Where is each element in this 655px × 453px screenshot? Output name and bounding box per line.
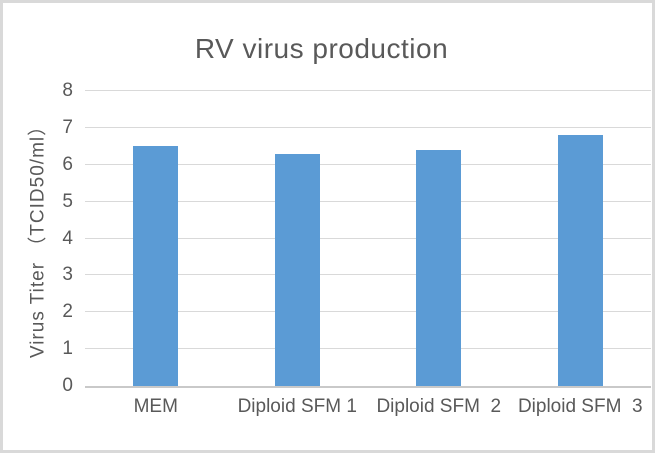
gridline [85,200,651,202]
y-tick-label: 4 [62,227,73,249]
x-axis-label: Diploid SFM 3 [517,396,643,417]
gridline [85,348,651,350]
y-tick-label: 3 [62,264,73,286]
y-axis-tick-labels: 0 1 2 3 4 5 6 7 8 [39,80,79,396]
bar-slot [510,91,652,386]
bar-slot [85,91,227,386]
y-tick-label: 2 [62,301,73,323]
bar-slot [368,91,510,386]
gridline [85,163,651,165]
gridline [85,90,651,91]
y-tick-label: 1 [62,338,73,360]
y-tick-label: 5 [62,190,73,212]
gridline [85,126,651,128]
y-tick-label: 6 [62,153,73,175]
y-tick-label: 7 [62,116,73,138]
x-axis-label: MEM [133,396,178,417]
x-axis-labels: MEM Diploid SFM 1 Diploid SFM 2 Diploid SFM… [85,396,651,418]
x-axis-label: Diploid SFM 1 [237,396,357,417]
bars [85,91,651,386]
plot-area [85,90,651,388]
y-tick-label: 0 [62,375,73,396]
bar [557,135,603,386]
gridline [85,237,651,239]
bar [133,146,179,386]
gridline [85,311,651,313]
bar [416,150,462,386]
chart-title: RV virus production [194,33,449,64]
gridline [85,274,651,276]
x-axis-label: Diploid SFM 2 [376,396,502,417]
y-tick-label: 8 [62,80,73,101]
bar-slot [227,91,369,386]
bar [274,153,320,386]
